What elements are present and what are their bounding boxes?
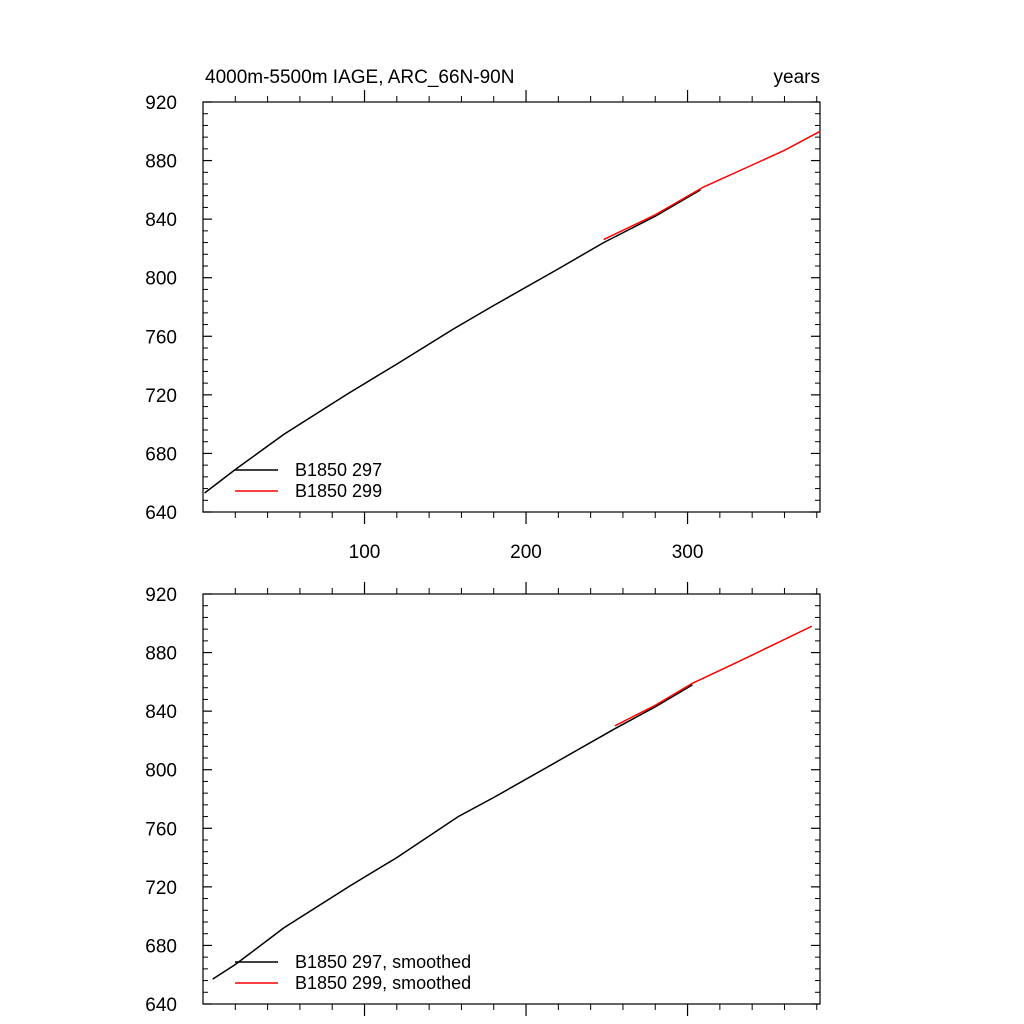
axis-ticks: 640 680 720 760 800 840 880 920 100 200 300 xyxy=(145,90,820,563)
y-tick-label: 840 xyxy=(145,210,177,231)
y-tick-label: 760 xyxy=(145,819,177,840)
y-tick-label: 920 xyxy=(145,585,177,606)
y-tick-label: 680 xyxy=(145,444,177,465)
plot-frame xyxy=(202,101,821,513)
x-tick-label: 100 xyxy=(349,542,381,563)
y-tick-label: 720 xyxy=(145,386,177,407)
series-lines xyxy=(212,625,813,980)
axis-ticks: 640 680 720 760 800 840 880 920 xyxy=(145,582,820,1016)
y-tick-label: 840 xyxy=(145,702,177,723)
y-tick-label: 640 xyxy=(145,503,177,524)
y-tick-label: 880 xyxy=(145,644,177,665)
y-tick-label: 680 xyxy=(145,936,177,957)
bottom-chart-panel: 640 680 720 760 800 840 880 920 B1850 297, smoo… xyxy=(145,582,821,1016)
series-lines xyxy=(204,130,821,494)
x-tick-label: 200 xyxy=(510,542,542,563)
y-tick-label: 720 xyxy=(145,878,177,899)
y-tick-label: 880 xyxy=(145,152,177,173)
chart-title: 4000m-5500m IAGE, ARC_66N-90N xyxy=(205,67,514,88)
series-line-1 xyxy=(614,625,813,727)
y-tick-label: 640 xyxy=(145,995,177,1016)
y-tick-label: 800 xyxy=(145,269,177,290)
series-line-0 xyxy=(204,189,701,494)
y-tick-label: 920 xyxy=(145,93,177,114)
plot-frame xyxy=(202,593,821,1005)
legend-label-1: B1850 299 xyxy=(295,481,382,501)
y-tick-label: 760 xyxy=(145,327,177,348)
top-chart-panel: 4000m-5500m IAGE, ARC_66N-90N years 6406… xyxy=(145,67,821,563)
series-line-1 xyxy=(603,130,821,241)
legend-label-0: B1850 297 xyxy=(295,460,382,480)
series-line-0 xyxy=(212,684,693,980)
x-tick-label: 300 xyxy=(672,542,704,563)
legend-label-0: B1850 297, smoothed xyxy=(295,952,471,972)
legend-label-1: B1850 299, smoothed xyxy=(295,973,471,993)
chart-units-label: years xyxy=(774,67,820,88)
y-tick-label: 800 xyxy=(145,761,177,782)
